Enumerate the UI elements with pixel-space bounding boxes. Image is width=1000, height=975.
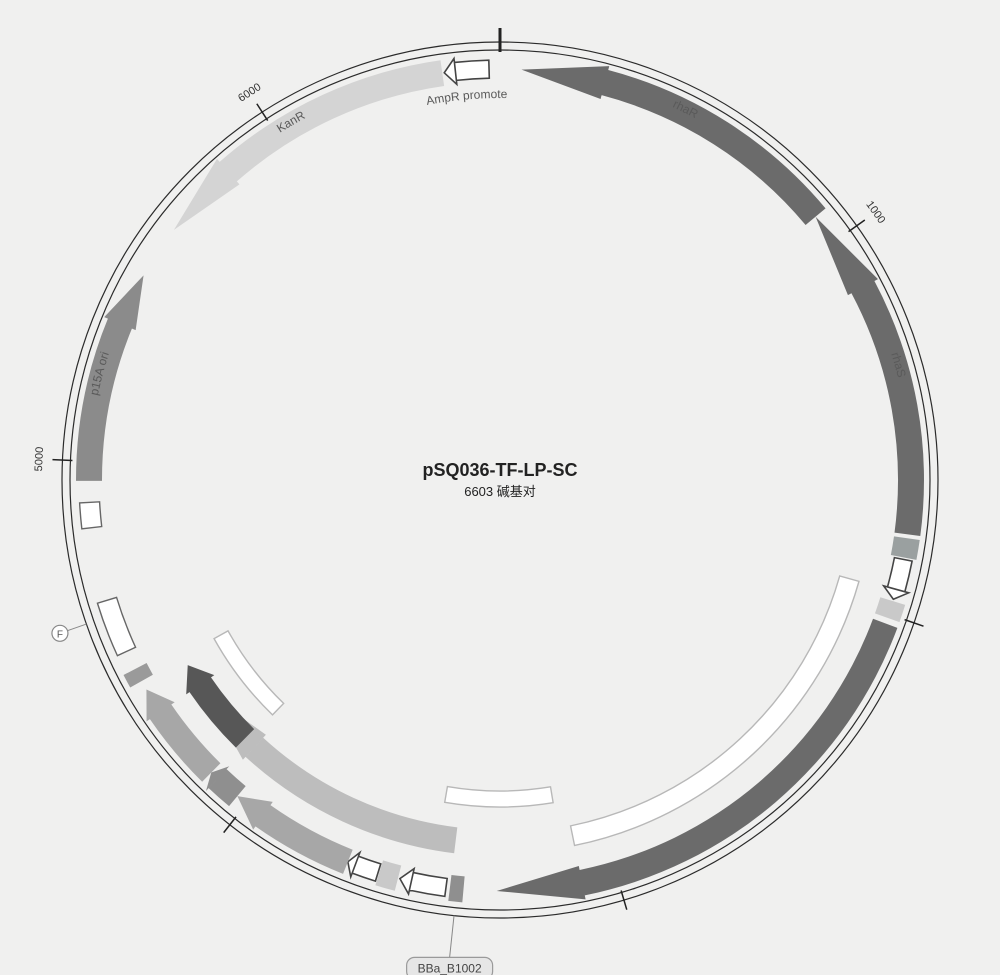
backbone-outer — [62, 42, 938, 918]
feature-rrnbT2 — [80, 502, 102, 529]
feature-srbs15000 — [875, 597, 905, 622]
feature-bba_synth — [445, 787, 553, 807]
svg-text:1000: 1000 — [863, 199, 887, 226]
plasmid-map-container: 100020003000400050006000rhaRrhaSRrhaB pr… — [0, 0, 1000, 975]
tick-1000 — [849, 220, 865, 232]
feature-LPP — [348, 853, 381, 882]
tick-6000 — [257, 104, 268, 121]
plasmid-svg: 100020003000400050006000rhaRrhaSRrhaB pr… — [0, 0, 1000, 975]
feature-rhaR — [522, 66, 826, 225]
callout-label-F_marker: F — [57, 629, 63, 640]
feature-synth_part — [205, 691, 458, 853]
svg-text:6000: 6000 — [236, 81, 263, 104]
tick-4000 — [224, 817, 236, 833]
svg-text:5000: 5000 — [33, 446, 46, 471]
feature-tf_synth — [571, 576, 859, 846]
feature-rhaS — [816, 217, 924, 536]
backbone-inner — [70, 50, 930, 910]
feature-rhab_prom2 — [400, 869, 447, 897]
feature-bba_b1002_box — [448, 875, 464, 902]
feature-rhab_prom1 — [884, 558, 912, 600]
callout-line-bba_b1002 — [450, 916, 454, 958]
plasmid-name: pSQ036-TF-LP-SC — [422, 460, 577, 480]
feature-p15a — [76, 275, 144, 481]
feature-tinybox1 — [124, 663, 153, 687]
plasmid-length: 6603 碱基对 — [464, 484, 536, 499]
tick-5000 — [52, 460, 72, 461]
feature-AmpR_prom — [444, 59, 489, 85]
feature-R_box — [891, 536, 920, 560]
callout-label-bba_b1002: BBa_B1002 — [418, 961, 482, 975]
tick-2000 — [905, 620, 924, 627]
